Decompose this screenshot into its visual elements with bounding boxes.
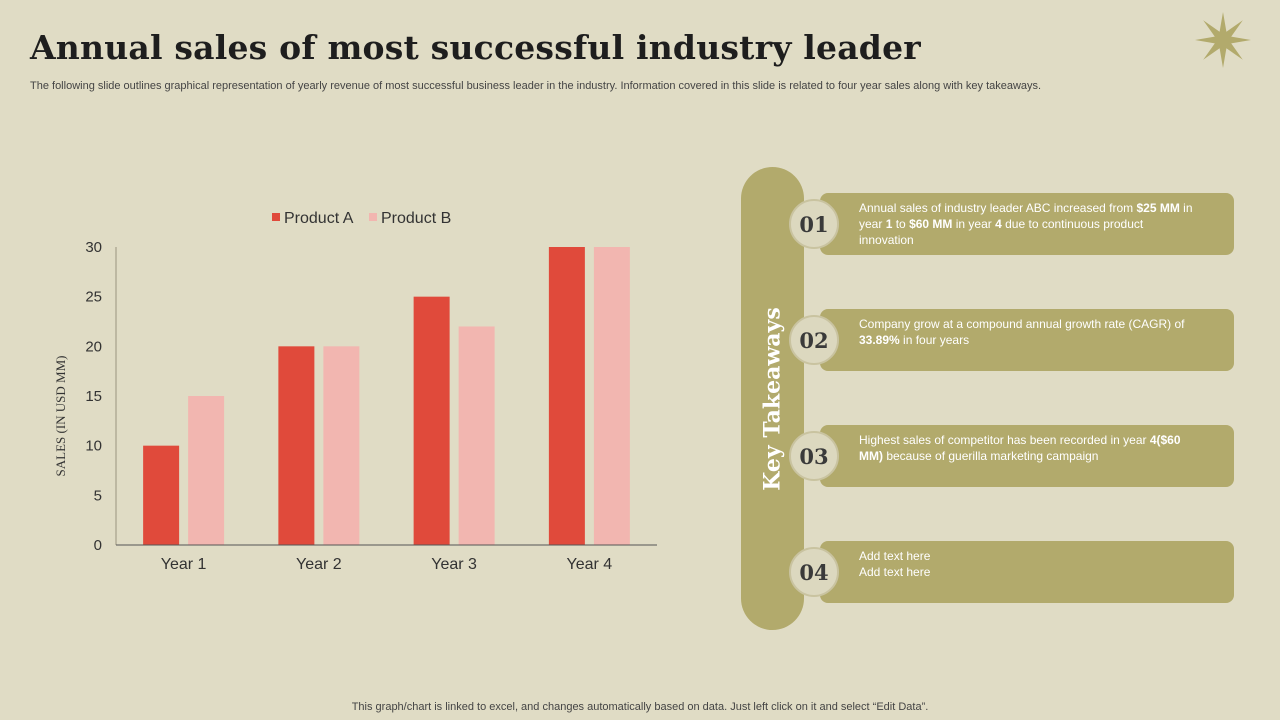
takeaway-2-segment: 33.89% <box>859 333 900 347</box>
x-tick-label: Year 1 <box>161 556 207 573</box>
bar-product-a-year-1 <box>143 445 180 545</box>
page-subtitle: The following slide outlines graphical r… <box>30 80 1042 92</box>
y-axis: 0 5 10 15 20 25 30 SALES (IN USD MM) <box>53 239 117 554</box>
legend-swatch-1 <box>272 213 280 221</box>
takeaway-number-1: 01 <box>789 199 839 249</box>
sales-bar-chart: Product A Product B 0 5 10 15 20 25 30 SALES (IN… <box>40 195 680 585</box>
y-tick-label: 30 <box>85 239 102 256</box>
takeaway-3-segment: 4($60 MM) <box>859 433 1181 463</box>
takeaway-1-segment: Annual sales of industry leader ABC incr… <box>859 201 1137 215</box>
takeaway-1-segment: to <box>892 217 910 231</box>
y-axis-label: SALES (IN USD MM) <box>53 356 68 477</box>
takeaway-number-3: 03 <box>789 431 839 481</box>
chart-legend: Product A Product B <box>272 210 451 227</box>
page-title: Annual sales of most successful industry… <box>30 28 921 67</box>
key-takeaways-bar <box>741 167 804 630</box>
takeaway-2-segment: in four years <box>899 333 970 347</box>
takeaway-text-1: Annual sales of industry leader ABC incr… <box>859 200 1199 248</box>
legend-label-2: Product B <box>381 210 451 227</box>
takeaway-3-segment: Highest sales of competitor has been rec… <box>859 433 1150 447</box>
takeaway-1-segment: in year <box>952 217 996 231</box>
takeaway-number-4: 04 <box>789 547 839 597</box>
bar-product-b-year-1 <box>188 396 225 545</box>
takeaway-card-1: Annual sales of industry leader ABC incr… <box>820 193 1234 255</box>
legend-label-1: Product A <box>284 210 354 227</box>
bar-product-b-year-2 <box>323 346 360 545</box>
takeaway-text-4: Add text here Add text here <box>859 548 1199 580</box>
key-takeaways-heading: Key Takeaways <box>759 306 786 491</box>
takeaway-1-segment: $25 MM <box>1136 201 1180 215</box>
bar-product-a-year-4 <box>548 247 585 545</box>
takeaway-1-segment: due to continuous product innovation <box>859 217 1144 247</box>
y-tick-label: 15 <box>85 388 102 405</box>
takeaway-4-segment: Add text here <box>859 549 931 563</box>
bar-product-a-year-3 <box>413 296 450 545</box>
takeaway-1-segment: 4 <box>995 217 1002 231</box>
star-burst-icon <box>1195 12 1251 68</box>
y-tick-label: 10 <box>85 438 102 455</box>
footer-note: This graph/chart is linked to excel, and… <box>351 701 929 713</box>
bar-group <box>143 247 630 545</box>
takeaway-1-segment: $60 MM <box>909 217 953 231</box>
takeaway-4-segment: Add text here <box>859 565 931 579</box>
takeaway-1-segment: 1 <box>885 217 893 231</box>
takeaway-card-4: Add text here Add text here <box>820 541 1234 603</box>
takeaway-number-2: 02 <box>789 315 839 365</box>
takeaway-card-3: Highest sales of competitor has been rec… <box>820 425 1234 487</box>
x-tick-label: Year 3 <box>431 556 477 573</box>
takeaway-3-segment: because of guerilla marketing campaign <box>883 449 1099 463</box>
x-axis: Year 1 Year 2 Year 3 Year 4 <box>116 544 657 573</box>
legend-swatch-2 <box>369 213 377 221</box>
takeaway-2-segment: Company grow at a compound annual growth… <box>859 317 1185 331</box>
bar-product-b-year-4 <box>593 247 630 545</box>
x-tick-label: Year 4 <box>567 556 613 573</box>
y-tick-label: 25 <box>85 289 102 306</box>
x-tick-label: Year 2 <box>296 556 342 573</box>
y-tick-label: 20 <box>85 338 102 355</box>
takeaway-1-segment: in year <box>859 201 1193 231</box>
bar-product-b-year-3 <box>458 326 495 545</box>
y-tick-label: 5 <box>94 487 102 504</box>
takeaway-text-3: Highest sales of competitor has been rec… <box>859 432 1199 464</box>
y-tick-label: 0 <box>94 537 102 554</box>
takeaway-card-2: Company grow at a compound annual growth… <box>820 309 1234 371</box>
bar-product-a-year-2 <box>278 346 315 545</box>
takeaway-text-2: Company grow at a compound annual growth… <box>859 316 1199 348</box>
